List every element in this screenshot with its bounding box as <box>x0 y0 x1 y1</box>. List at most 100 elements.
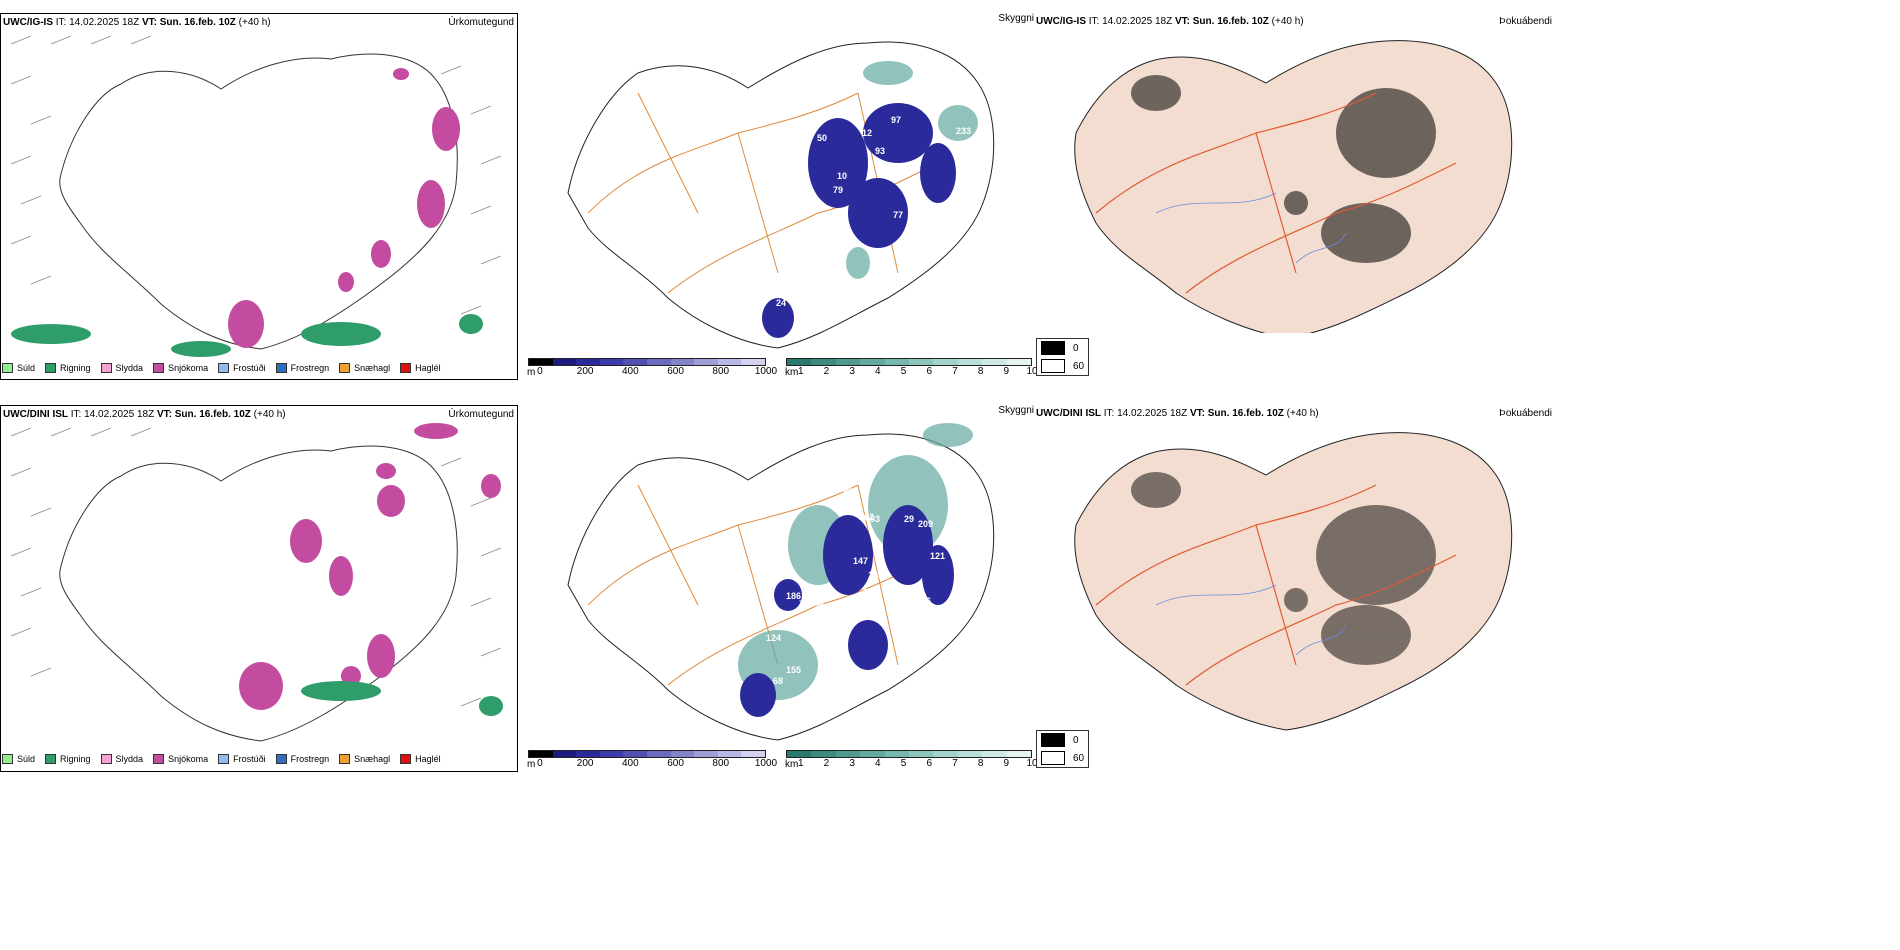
ceiling-value-label: 233 <box>956 126 971 136</box>
legend-swatch <box>2 363 13 373</box>
legend-label: Slydda <box>115 754 144 764</box>
iceland-outline <box>59 445 458 742</box>
legend-item: Rigning <box>45 754 91 764</box>
legend-swatch <box>275 363 287 373</box>
low-cloud-areas <box>740 505 954 717</box>
fog-scale-row: 0 <box>1037 339 1088 357</box>
ceiling-value-label: 69 <box>755 560 765 570</box>
colorbar-tick-label: 4 <box>875 366 881 377</box>
ceiling-value-label: 78 <box>799 599 809 609</box>
legend-label: Frostregn <box>290 363 330 373</box>
iceland-landmass <box>1074 432 1513 731</box>
fog-scale-bottom: 0 60 <box>1036 730 1090 768</box>
legend-label: Snjókoma <box>168 363 209 373</box>
fog-scale-swatch <box>1041 751 1065 765</box>
precip-map-top <box>10 35 502 357</box>
rain-areas <box>11 314 483 357</box>
fog-scale-swatch <box>1041 733 1065 747</box>
ceiling-value-label: 209 <box>918 519 933 529</box>
legend-swatch <box>2 754 13 764</box>
wind-barbs <box>10 427 502 707</box>
colorbar-tick-label: 800 <box>712 366 730 377</box>
panel-header: UWC/DINI ISL IT: 14.02.2025 18Z VT: Sun.… <box>1036 408 1319 419</box>
legend-swatch <box>153 754 165 764</box>
ceiling-value-label: 78 <box>977 149 987 159</box>
legend-item: Snjókoma <box>153 363 208 373</box>
cloud-map-bottom: 132 186 130 200 172 65 155 95 209 202 29 40 137 264 25… <box>567 423 995 741</box>
colorbar-tick-label: 1000 <box>754 366 778 377</box>
cloud-panel-bottom: 132 186 130 200 172 65 155 95 209 202 29 40 137 264 25… <box>518 405 1038 772</box>
ceiling-value-label: 106 <box>863 587 878 597</box>
ceiling-value-label: 98 <box>952 294 962 304</box>
ceiling-value-label: 119 <box>957 581 972 591</box>
legend-item: Snjókoma <box>153 754 208 764</box>
colorbar-tick-label: 1 <box>797 366 804 377</box>
ceiling-value-label: 153 <box>839 102 854 112</box>
legend-label: Súld <box>17 363 36 373</box>
ceiling-value-label: 82 <box>791 272 801 282</box>
road-network <box>1095 92 1457 294</box>
colorbar-tick-label: 0 <box>537 366 543 377</box>
colorbar-tick-label: 200 <box>576 758 594 769</box>
panel-title: Úrkomutegund <box>448 409 514 420</box>
precip-legend-top: Súld Rigning Slydda Snjókoma Frostúði Frostre… <box>2 361 441 375</box>
colorbar-tick-label: 0 <box>537 758 543 769</box>
legend-swatch <box>45 754 57 764</box>
road-network <box>587 484 939 686</box>
colorbar-tick-label: 10 <box>1026 366 1038 377</box>
fog-index-areas <box>1131 75 1436 263</box>
ceiling-value-label: 93 <box>875 146 885 156</box>
ceiling-value-label: 186 <box>786 591 801 601</box>
fog-panel-bottom: UWC/DINI ISL IT: 14.02.2025 18Z VT: Sun.… <box>1036 405 1556 735</box>
colorbar-tick-label: 9 <box>1003 758 1010 769</box>
colorbar-tick-label: 400 <box>621 758 639 769</box>
fog-scale-top: 0 60 <box>1036 338 1090 376</box>
legend-label: Frostúði <box>233 363 266 373</box>
legend-label: Rigning <box>60 754 91 764</box>
ceiling-value-label: 40 <box>929 683 939 693</box>
fog-scale-value: 60 <box>1073 360 1085 372</box>
legend-label: Frostregn <box>290 754 330 764</box>
legend-item: Slydda <box>100 363 143 373</box>
iceland-outline <box>567 433 995 741</box>
colorbar-tick-label: 3 <box>849 758 855 769</box>
low-vis-areas <box>846 61 978 279</box>
colorbar-tick-label: 3 <box>849 366 855 377</box>
legend-label: Snjókoma <box>168 754 209 764</box>
colorbar-tick-label: 2 <box>823 758 830 769</box>
fog-scale-row: 60 <box>1037 749 1088 767</box>
ceiling-value-label: 95 <box>815 600 825 610</box>
ceiling-value-label: 100 <box>978 621 993 631</box>
fog-scale-row: 60 <box>1037 357 1088 375</box>
colorbar-ticks: 1 2 3 4 5 6 7 8 9 10 <box>786 366 1038 378</box>
legend-label: Súld <box>17 754 36 764</box>
colorbar-swatches <box>786 750 1032 758</box>
ceiling-value-label: 68 <box>773 676 783 686</box>
ceiling-value-label: 12 <box>862 128 872 138</box>
legend-swatch <box>339 363 351 373</box>
legend-label: Frostúði <box>233 754 266 764</box>
legend-item: Frostúði <box>218 363 266 373</box>
panel-title: Þokuábendi <box>1499 16 1552 27</box>
ceiling-value-label: 70 <box>840 65 850 75</box>
ceiling-value-label: 132 <box>943 702 958 712</box>
colorbar-tick-label: 5 <box>900 758 907 769</box>
legend-swatch <box>218 754 230 764</box>
legend-label: Snæhagl <box>354 754 391 764</box>
iceland-outline <box>567 41 995 349</box>
ceiling-value-label: 94 <box>956 91 966 101</box>
legend-swatch <box>339 754 351 764</box>
ceiling-value-label: 258 <box>887 585 902 595</box>
fog-index-areas <box>1131 472 1436 665</box>
colorbar-tick-label: 6 <box>926 366 932 377</box>
ceiling-value-label: 77 <box>893 210 903 220</box>
legend-swatch <box>275 754 287 764</box>
colorbar-tick-label: 8 <box>977 758 984 769</box>
legend-swatch <box>100 363 112 373</box>
ceiling-value-label: 155 <box>786 665 801 675</box>
colorbar-tick-label: 1 <box>797 758 804 769</box>
visibility-colorbar-top: 1 2 3 4 5 6 7 8 9 10 km <box>785 358 1038 378</box>
legend-label: Haglél <box>415 754 441 764</box>
ceiling-value-label: 86 <box>921 596 931 606</box>
ceiling-value-label: 50 <box>817 133 827 143</box>
